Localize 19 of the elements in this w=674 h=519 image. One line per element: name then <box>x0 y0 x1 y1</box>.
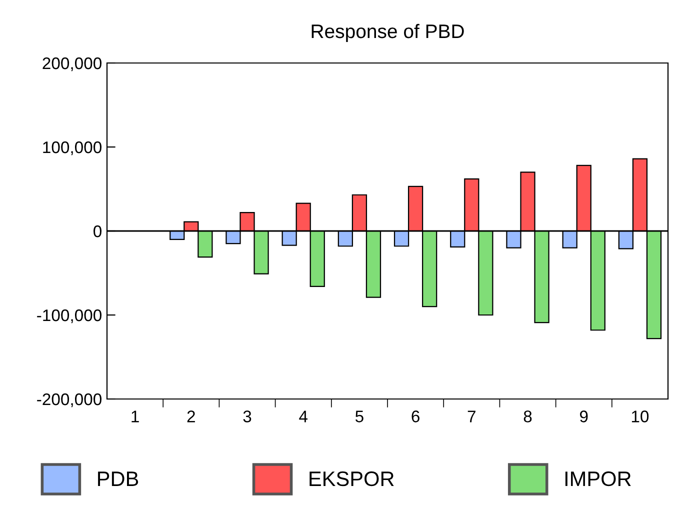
legend-label: IMPOR <box>565 471 631 486</box>
y-tick-label: -100,000 <box>37 309 102 324</box>
legend-label: EKSPOR <box>310 471 394 486</box>
x-tick-label: 6 <box>412 410 420 422</box>
x-tick-label: 8 <box>524 410 532 422</box>
x-tick-label: 2 <box>187 410 195 422</box>
legend-label: PDB <box>98 472 138 486</box>
y-tick-label: 200,000 <box>42 57 102 72</box>
x-tick-label: 10 <box>632 410 649 422</box>
x-tick-label: 1 <box>132 410 139 422</box>
y-tick-label: 0 <box>94 225 102 238</box>
x-tick-label: 4 <box>299 410 308 422</box>
x-tick-label: 7 <box>468 410 476 422</box>
x-tick-label: 3 <box>243 410 252 422</box>
y-tick-label: -200,000 <box>37 393 102 408</box>
x-tick-label: 5 <box>355 410 364 422</box>
chart-title: Response of PBD <box>312 24 464 42</box>
y-tick-label: 100,000 <box>43 141 102 156</box>
x-tick-label: 9 <box>580 410 588 422</box>
